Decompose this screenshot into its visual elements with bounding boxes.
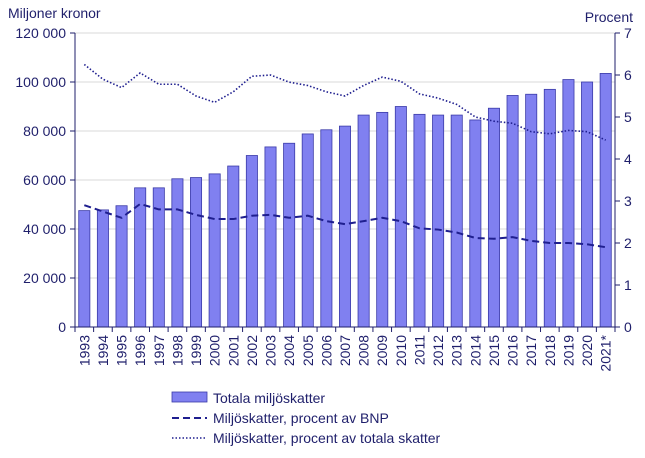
x-tick-label-2012: 2012 [430,335,446,366]
bar-2021* [599,73,612,328]
bar-1994 [96,209,109,328]
legend-swatch-bars [171,391,208,403]
x-tick-label-1993: 1993 [76,335,92,366]
x-tick-label-1998: 1998 [169,335,185,366]
bar-2015 [487,107,500,328]
x-tick-label-1996: 1996 [132,335,148,366]
x-tick-label-2001: 2001 [225,335,241,366]
x-tick-label-1994: 1994 [95,335,111,366]
left-tick-label-1: 20 000 [23,270,66,286]
line-series-dotted [83,63,607,141]
x-tick-label-2017: 2017 [523,335,539,366]
left-axis-label: Miljoner kronor [8,5,101,21]
bar-2000 [208,173,221,328]
x-tick-label-2020: 2020 [579,335,595,366]
bar-1996 [134,187,147,328]
right-tick-label-1: 1 [624,277,632,293]
left-tick-label-0: 0 [58,319,66,335]
x-axis-ticks: 1993 1994 1995 1996 1997 1998 1999 2000 2001 2002… [74,327,616,372]
x-tick-label-2004: 2004 [281,335,297,366]
x-tick-label-2019: 2019 [560,335,576,366]
legend-label-0: Totala miljöskatter [213,390,325,406]
bar-2006 [320,129,333,328]
legend-label-1: Miljöskatter, procent av BNP [213,410,389,426]
x-tick-label-2006: 2006 [318,335,334,366]
line-series [83,63,607,249]
bar-2013 [450,114,463,328]
x-tick-label-1999: 1999 [188,335,204,366]
x-tick-label-2002: 2002 [244,335,260,366]
x-tick-label-2005: 2005 [300,335,316,366]
bar-2020 [581,81,594,328]
right-tick-label-5: 5 [624,109,632,125]
bar-2004 [283,142,296,328]
bar-2005 [301,133,314,328]
bar-2010 [394,106,407,328]
x-tick-label-2010: 2010 [393,335,409,366]
x-tick-label-2021*: 2021* [598,334,614,371]
left-tick-label-4: 80 000 [23,123,66,139]
legend: Totala miljöskatter Miljöskatter, procent… [171,390,441,446]
bar-1993 [78,210,91,328]
left-axis-ticks: 0 20 000 40 000 60 000 80 000 100 000 120 000 [15,25,75,335]
right-tick-label-6: 6 [624,67,632,83]
bar-2003 [264,146,277,328]
left-tick-label-2: 40 000 [23,221,66,237]
right-tick-label-7: 7 [624,25,632,41]
bar-2007 [339,125,351,328]
bar-1999 [190,177,203,328]
left-tick-label-3: 60 000 [23,172,66,188]
right-tick-label-4: 4 [624,151,632,167]
x-tick-label-2016: 2016 [505,335,521,366]
x-tick-label-2011: 2011 [411,335,427,365]
x-tick-label-2015: 2015 [486,335,502,366]
bar-2018 [543,88,556,328]
bar-2016 [506,95,519,328]
bar-2009 [376,111,389,328]
right-axis-label: Procent [585,9,633,25]
legend-label-2: Miljöskatter, procent av totala skatter [213,430,441,446]
right-tick-label-3: 3 [624,193,632,209]
x-tick-label-2018: 2018 [542,335,558,366]
left-tick-label-5: 100 000 [15,74,66,90]
bar-2019 [562,79,575,328]
bar-2001 [227,165,240,328]
right-axis-ticks: 0 1 2 3 4 5 6 7 [615,25,632,335]
right-tick-label-0: 0 [624,319,632,335]
x-tick-label-1995: 1995 [114,335,130,366]
bar-2011 [413,113,426,328]
x-tick-label-2003: 2003 [263,335,279,366]
bar-1998 [171,178,184,328]
x-tick-label-2013: 2013 [449,335,465,366]
line-series-dashed [83,202,606,249]
x-tick-label-2007: 2007 [337,335,353,366]
left-tick-label-6: 120 000 [15,25,66,41]
bar-2014 [469,119,482,328]
x-tick-label-2014: 2014 [467,335,483,366]
right-tick-label-2: 2 [624,235,632,251]
bar-2012 [432,114,445,328]
x-tick-label-2008: 2008 [356,335,372,366]
bar-series [78,73,612,328]
bar-1995 [115,205,128,328]
x-tick-label-2009: 2009 [374,335,390,366]
x-tick-label-1997: 1997 [151,335,167,366]
x-tick-label-2000: 2000 [207,335,223,366]
bar-2002 [245,155,258,328]
